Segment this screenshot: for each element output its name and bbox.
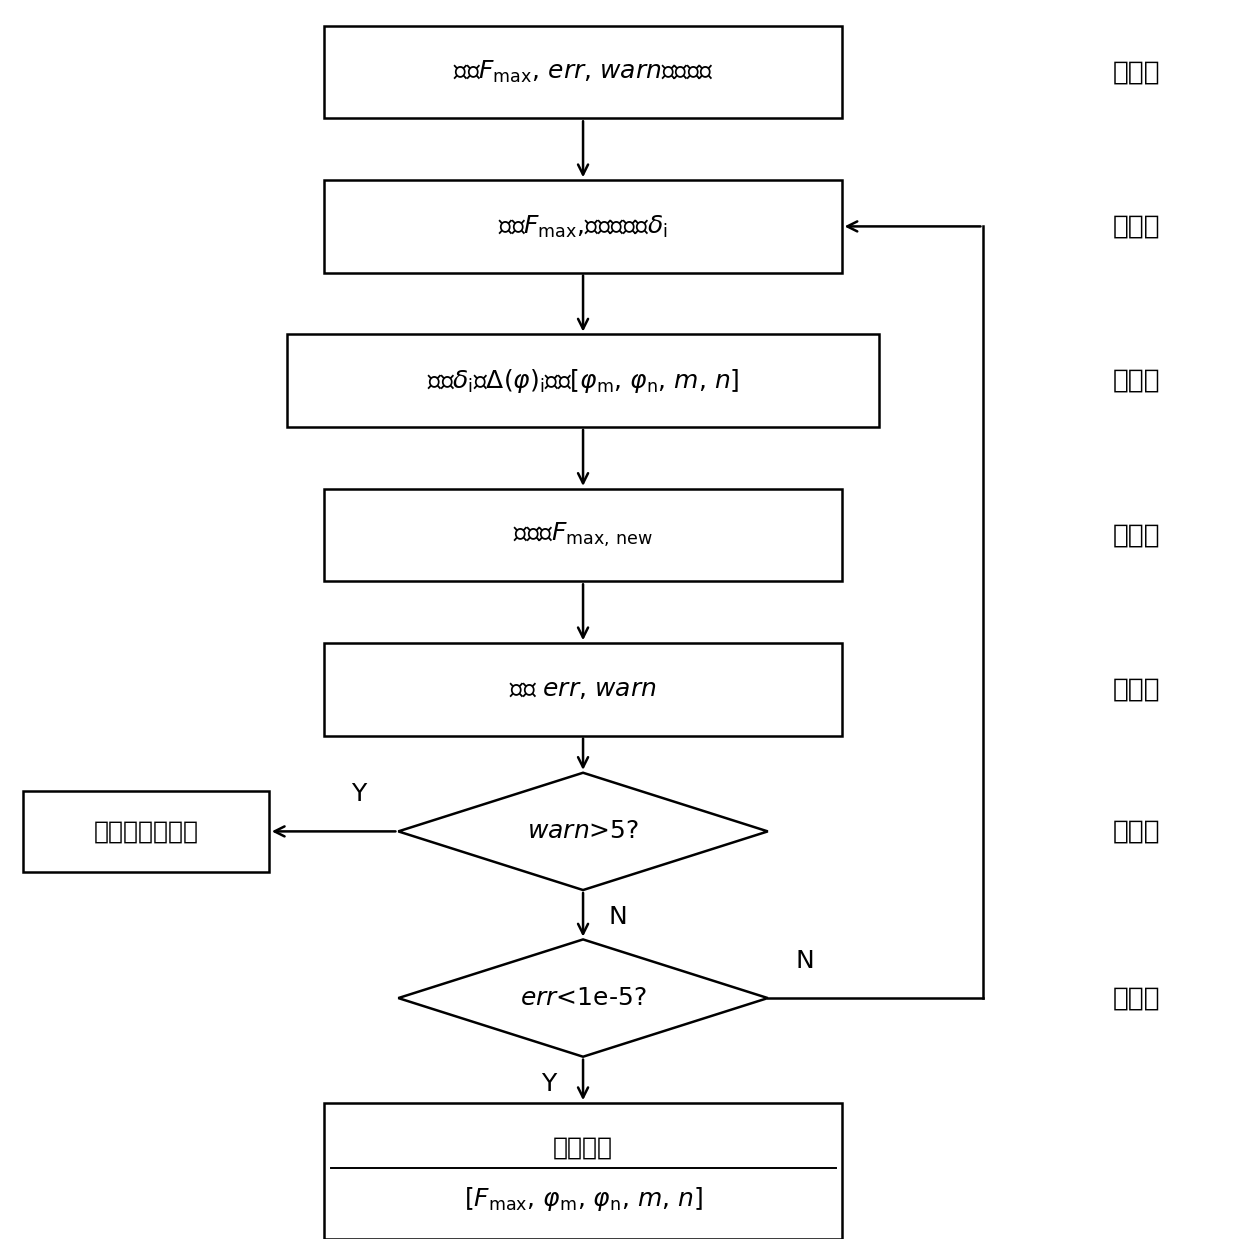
Text: [$F_{\mathrm{max}}$, $\varphi_\mathrm{m}$, $\varphi_\mathrm{n}$, $m$, $n$]: [$F_{\mathrm{max}}$, $\varphi_\mathrm{m}… — [464, 1186, 703, 1213]
Polygon shape — [398, 940, 768, 1057]
Text: N: N — [795, 950, 815, 973]
Text: 求得新$F_{\mathrm{max,\,new}}$: 求得新$F_{\mathrm{max,\,new}}$ — [513, 521, 653, 549]
Text: 步骤三: 步骤三 — [1112, 368, 1161, 394]
Text: 步骤一: 步骤一 — [1112, 60, 1161, 85]
Text: $err$<1e-5?: $err$<1e-5? — [520, 986, 646, 1011]
Text: 输出结果: 输出结果 — [553, 1135, 613, 1160]
Bar — [325, 26, 842, 118]
Text: 根据$\delta_\mathrm{i}$与$\Delta(\varphi)_\mathrm{i}$求得[$\varphi_\mathrm{m}$, $\var: 根据$\delta_\mathrm{i}$与$\Delta(\varphi)_\… — [427, 367, 739, 395]
Text: 更新 $err$, $warn$: 更新 $err$, $warn$ — [510, 677, 657, 701]
Bar — [325, 488, 842, 582]
Text: 无解，程序终止: 无解，程序终止 — [93, 819, 198, 844]
Text: Y: Y — [351, 782, 367, 807]
Text: Y: Y — [541, 1071, 557, 1096]
Polygon shape — [398, 773, 768, 890]
Bar — [325, 180, 842, 272]
Text: N: N — [608, 905, 627, 930]
Text: 步骤六: 步骤六 — [1112, 818, 1161, 844]
Bar — [325, 1103, 842, 1239]
Text: 设置$F_{\mathrm{max}}$, $err$, $warn$的初始值: 设置$F_{\mathrm{max}}$, $err$, $warn$的初始值 — [453, 58, 713, 86]
Text: 步骤四: 步骤四 — [1112, 522, 1161, 548]
Text: 步骤二: 步骤二 — [1112, 214, 1161, 240]
Bar — [288, 334, 879, 428]
Text: 根据$F_{\mathrm{max}}$,求得变形量$\delta_\mathrm{i}$: 根据$F_{\mathrm{max}}$,求得变形量$\delta_\mathr… — [498, 214, 668, 240]
Text: 步骤五: 步骤五 — [1112, 676, 1161, 702]
Text: $warn$>5?: $warn$>5? — [527, 819, 639, 844]
Bar — [325, 643, 842, 736]
Text: 步骤七: 步骤七 — [1112, 984, 1161, 1011]
Bar — [22, 792, 269, 871]
